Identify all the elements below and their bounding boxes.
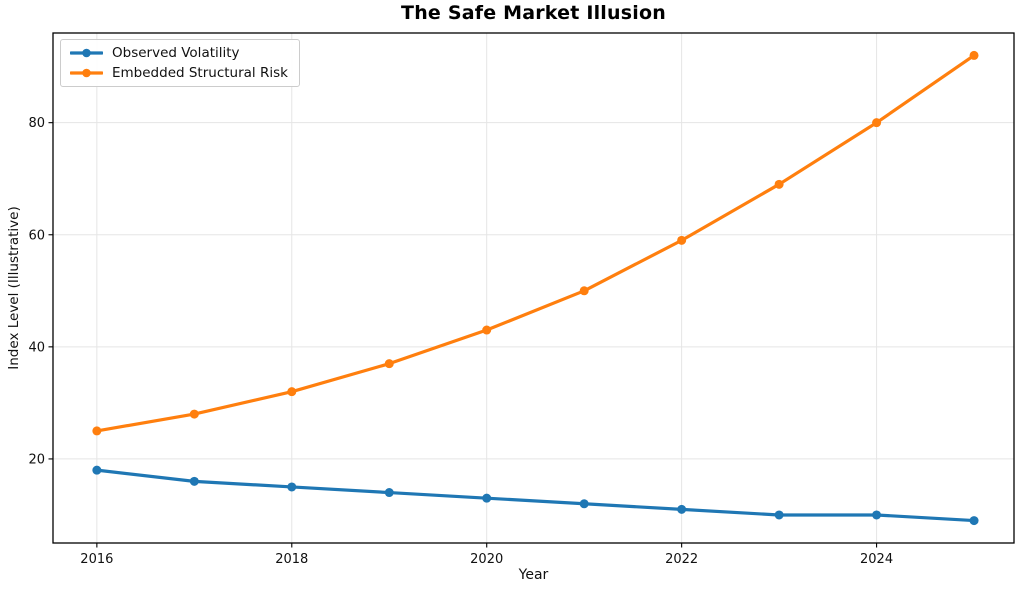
data-point-observed-volatility (384, 488, 394, 498)
data-point-embedded-structural-risk (969, 50, 979, 60)
y-tick-label: 60 (28, 228, 45, 243)
x-tick-label: 2020 (470, 552, 503, 567)
data-point-observed-volatility (872, 510, 882, 520)
data-point-observed-volatility (579, 499, 589, 509)
series-line-observed-volatility (95, 468, 976, 523)
legend: Observed Volatility Embedded Structural R… (60, 39, 300, 87)
legend-line-sample (70, 48, 103, 58)
data-point-observed-volatility (482, 493, 492, 503)
data-point-observed-volatility (969, 516, 979, 526)
data-point-embedded-structural-risk (92, 426, 102, 436)
legend-label: Embedded Structural Risk (112, 65, 288, 81)
x-tick-label: 2016 (80, 552, 113, 567)
legend-label: Observed Volatility (112, 45, 240, 61)
y-tick-label: 20 (28, 452, 45, 467)
data-point-observed-volatility (287, 482, 297, 492)
y-tick-label: 80 (28, 116, 45, 131)
data-point-embedded-structural-risk (384, 359, 394, 369)
chart-title: The Safe Market Illusion (401, 2, 666, 24)
data-point-embedded-structural-risk (677, 235, 687, 245)
data-point-embedded-structural-risk (189, 409, 199, 419)
data-point-embedded-structural-risk (872, 118, 882, 128)
x-tick-label: 2024 (860, 552, 893, 567)
x-tick-label: 2022 (665, 552, 698, 567)
data-point-observed-volatility (189, 476, 199, 486)
data-point-embedded-structural-risk (579, 286, 589, 296)
legend-item-embedded-structural-risk: Embedded Structural Risk (70, 65, 288, 81)
data-point-observed-volatility (677, 504, 687, 514)
x-axis-label: Year (518, 567, 549, 583)
data-point-embedded-structural-risk (774, 179, 784, 189)
legend-item-observed-volatility: Observed Volatility (70, 45, 288, 61)
x-tick-label: 2018 (275, 552, 308, 567)
plot-border (52, 32, 1015, 544)
data-point-embedded-structural-risk (287, 387, 297, 397)
data-point-embedded-structural-risk (482, 325, 492, 335)
y-tick-label: 40 (28, 340, 45, 355)
data-point-observed-volatility (92, 465, 102, 475)
data-point-observed-volatility (774, 510, 784, 520)
series-line-embedded-structural-risk (95, 53, 976, 433)
legend-line-sample (70, 68, 103, 78)
